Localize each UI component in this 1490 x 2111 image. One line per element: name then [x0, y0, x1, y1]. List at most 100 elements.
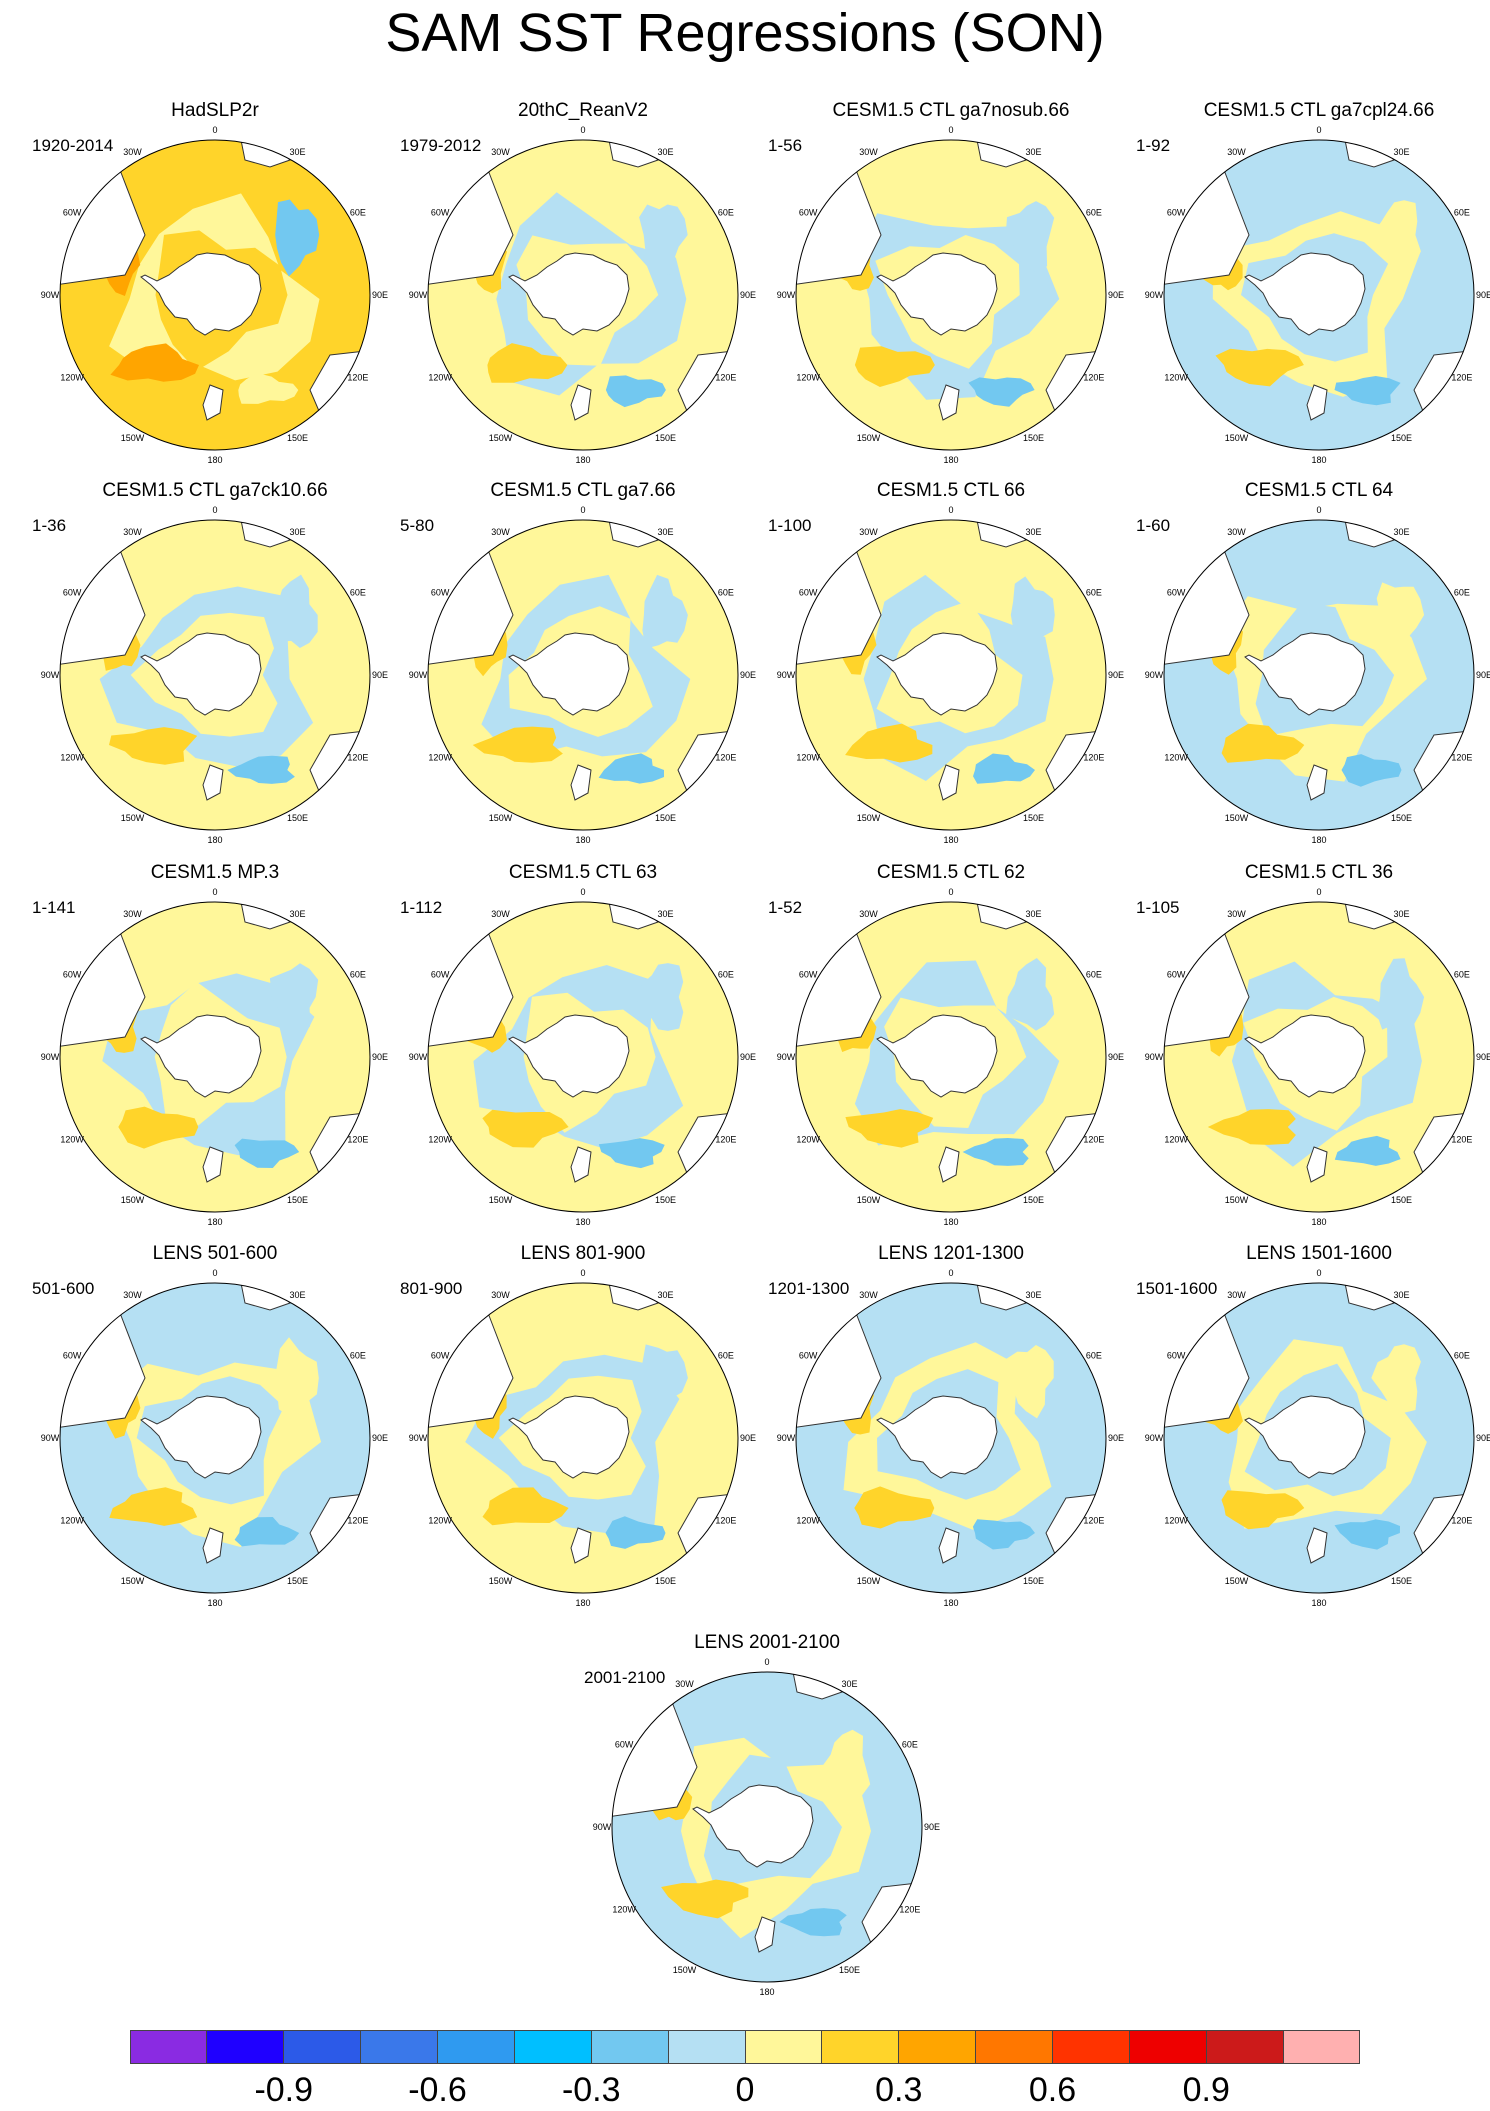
- longitude-label: 60W: [799, 208, 818, 218]
- antarctica-landmass: [1244, 252, 1366, 336]
- longitude-label: 30W: [123, 147, 142, 157]
- longitude-label: 30E: [657, 527, 673, 537]
- longitude-label: 90E: [1108, 290, 1124, 300]
- longitude-label: 120E: [1451, 373, 1472, 383]
- anomaly-patch: [234, 1138, 300, 1168]
- longitude-label: 150E: [287, 1576, 308, 1586]
- map-panel: HadSLP2r 0 30E 60E 90E 120E 150E 180 150W 120W 90W…: [30, 100, 400, 480]
- longitude-label: 120W: [60, 1135, 84, 1145]
- longitude-label: 90W: [41, 1433, 60, 1443]
- polar-stereographic-map: 0 30E 60E 90E 120E 150E 180 150W 120W 90W 60W 30W: [41, 505, 388, 845]
- longitude-label: 60W: [799, 588, 818, 598]
- new-zealand-landmass: [202, 1146, 224, 1183]
- colorbar-swatch: [1053, 2030, 1131, 2064]
- polar-stereographic-map: 0 30E 60E 90E 120E 150E 180 150W 120W 90W 60W 30W: [409, 1268, 756, 1608]
- panel-title: CESM1.5 MP.3: [150, 862, 280, 883]
- longitude-label: 180: [1311, 455, 1326, 465]
- new-zealand-landmass: [570, 384, 592, 421]
- new-zealand-landmass: [570, 764, 592, 801]
- longitude-label: 180: [207, 1217, 222, 1227]
- longitude-label: 150W: [489, 1576, 513, 1586]
- polar-stereographic-map: 0 30E 60E 90E 120E 150E 180 150W 120W 90W 60W 30W: [409, 125, 756, 465]
- longitude-label: 90E: [372, 670, 388, 680]
- longitude-label: 120E: [1451, 1516, 1472, 1526]
- antarctica-landmass: [140, 1395, 262, 1479]
- polar-stereographic-map: 0 30E 60E 90E 120E 150E 180 150W 120W 90W 60W 30W: [593, 1657, 940, 1997]
- longitude-label: 60W: [63, 1351, 82, 1361]
- longitude-label: 150W: [857, 1195, 881, 1205]
- antarctica-landmass: [508, 1395, 630, 1479]
- longitude-label: 90W: [409, 1433, 428, 1443]
- longitude-label: 120E: [1451, 753, 1472, 763]
- longitude-label: 90E: [1476, 1433, 1490, 1443]
- longitude-label: 150W: [1225, 1195, 1249, 1205]
- longitude-label: 90W: [777, 1052, 796, 1062]
- colorbar-labels: -0.9 -0.6 -0.3 0 0.3 0.6 0.9: [130, 2072, 1360, 2108]
- polar-stereographic-map: 0 30E 60E 90E 120E 150E 180 150W 120W 90W 60W 30W: [777, 125, 1124, 465]
- longitude-label: 60E: [1454, 1351, 1470, 1361]
- antarctica-landmass: [692, 1784, 814, 1868]
- longitude-label: 30W: [123, 909, 142, 919]
- polar-stereographic-map: 0 30E 60E 90E 120E 150E 180 150W 120W 90W 60W 30W: [41, 1268, 388, 1608]
- longitude-label: 30E: [1393, 147, 1409, 157]
- longitude-label: 0: [948, 125, 953, 135]
- anomaly-patch: [274, 1337, 319, 1417]
- antarctica-landmass: [140, 252, 262, 336]
- map-boundary: [59, 901, 371, 1213]
- longitude-label: 150E: [1023, 1576, 1044, 1586]
- longitude-label: 60E: [1086, 1351, 1102, 1361]
- antarctica-landmass: [508, 252, 630, 336]
- longitude-label: 60W: [1167, 208, 1186, 218]
- panel-period: 5-80: [400, 516, 435, 535]
- anomaly-patch: [1334, 1519, 1400, 1550]
- polar-stereographic-map: 0 30E 60E 90E 120E 150E 180 150W 120W 90W 60W 30W: [1145, 1268, 1490, 1608]
- longitude-label: 120W: [796, 753, 820, 763]
- antarctica-landmass: [1244, 632, 1366, 716]
- longitude-label: 30W: [859, 147, 878, 157]
- longitude-label: 90E: [1108, 1433, 1124, 1443]
- map-boundary: [59, 1282, 371, 1594]
- anomaly-patch: [487, 343, 568, 383]
- map-boundary: [1163, 139, 1475, 451]
- map-boundary: [427, 1282, 739, 1594]
- panel-title: CESM1.5 CTL 64: [1244, 480, 1394, 501]
- panel-period: 1-36: [32, 516, 67, 535]
- longitude-label: 90E: [372, 1433, 388, 1443]
- longitude-label: 180: [1311, 835, 1326, 845]
- longitude-label: 90E: [1476, 290, 1490, 300]
- polar-stereographic-map: 0 30E 60E 90E 120E 150E 180 150W 120W 90W 60W 30W: [409, 505, 756, 845]
- anomaly-patch: [968, 377, 1035, 407]
- longitude-label: 30E: [1025, 909, 1041, 919]
- longitude-label: 150W: [857, 433, 881, 443]
- longitude-label: 120E: [1083, 373, 1104, 383]
- longitude-label: 60W: [63, 970, 82, 980]
- longitude-label: 0: [764, 1657, 769, 1667]
- longitude-label: 30W: [675, 1679, 694, 1689]
- longitude-label: 120W: [60, 753, 84, 763]
- map-boundary: [611, 1671, 923, 1983]
- longitude-label: 60W: [799, 970, 818, 980]
- new-zealand-landmass: [202, 1527, 224, 1564]
- colorbar-swatch: [668, 2030, 746, 2064]
- longitude-label: 60W: [1167, 588, 1186, 598]
- anomaly-patch: [845, 1109, 934, 1148]
- longitude-label: 30W: [123, 527, 142, 537]
- map-panel: LENS 501-600 0 30E 60E 90E 120E 150E 180 150W 120…: [30, 1243, 400, 1623]
- polar-stereographic-map: 0 30E 60E 90E 120E 150E 180 150W 120W 90W 60W 30W: [777, 1268, 1124, 1608]
- anomaly-patch: [1215, 348, 1304, 387]
- new-zealand-landmass: [570, 1527, 592, 1564]
- longitude-label: 60W: [1167, 1351, 1186, 1361]
- anomaly-patch: [269, 963, 319, 1036]
- longitude-label: 90W: [409, 290, 428, 300]
- anomaly-patch: [779, 1908, 847, 1937]
- longitude-label: 60E: [350, 1351, 366, 1361]
- colorbar-swatch: [976, 2030, 1054, 2064]
- panel-title: CESM1.5 CTL ga7.66: [490, 480, 676, 501]
- colorbar-swatch: [283, 2030, 361, 2064]
- map-boundary: [1163, 901, 1475, 1213]
- longitude-label: 30E: [289, 147, 305, 157]
- longitude-label: 0: [1316, 887, 1321, 897]
- new-zealand-landmass: [202, 384, 224, 421]
- colorbar-tick-label: 0.3: [875, 2071, 923, 2109]
- longitude-label: 60E: [350, 588, 366, 598]
